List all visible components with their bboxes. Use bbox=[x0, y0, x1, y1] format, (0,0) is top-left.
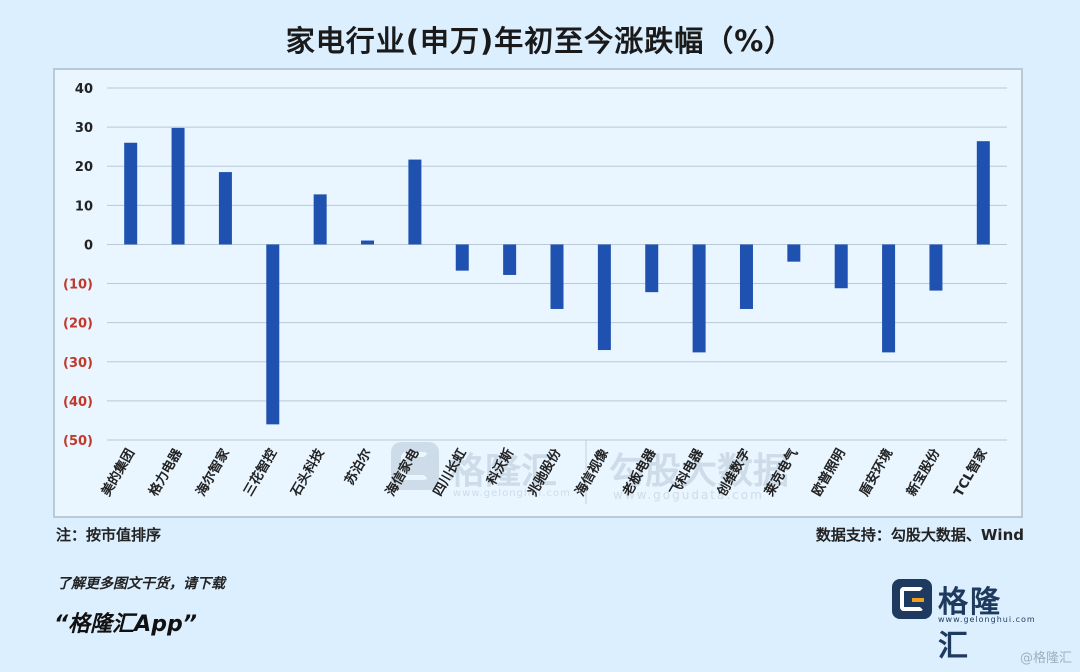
x-tick-label: 莱克电气 bbox=[761, 446, 801, 499]
x-tick-label: 创维数字 bbox=[714, 446, 754, 500]
bar-10 bbox=[597, 244, 611, 351]
watermark-separator bbox=[585, 440, 587, 504]
watermark-url-2: www.gogudata.com bbox=[613, 488, 764, 502]
y-tick-label: 40 bbox=[75, 82, 93, 97]
bar-15 bbox=[834, 244, 848, 289]
brand-name: 格隆汇 bbox=[938, 585, 1002, 664]
bar-4 bbox=[313, 194, 327, 245]
bar-0 bbox=[124, 142, 138, 245]
x-tick-label: 苏泊尔 bbox=[342, 446, 375, 488]
bar-11 bbox=[645, 244, 659, 293]
download-prompt: 了解更多图文干货，请下载 bbox=[57, 576, 225, 592]
x-tick-label: 老板电器 bbox=[619, 445, 660, 500]
bar-18 bbox=[976, 141, 990, 245]
x-tick-label: 欧普照明 bbox=[809, 446, 849, 499]
corner-watermark: @格隆汇 bbox=[1019, 651, 1072, 666]
chart-frame: 格隆汇 www.gelonghui.com 勾股大数据 www.gogudata… bbox=[53, 68, 1023, 518]
bar-3 bbox=[266, 244, 280, 425]
x-tick-label: 新宝股份 bbox=[904, 445, 944, 499]
x-tick-label: 美的集团 bbox=[98, 446, 138, 499]
y-tick-label: 30 bbox=[75, 121, 93, 136]
brand-logo: 格隆汇 www.gelonghui.com bbox=[892, 577, 1035, 664]
data-source-note: 数据支持：勾股大数据、Wind bbox=[815, 526, 1024, 544]
x-tick-label: 海信家电 bbox=[382, 446, 422, 499]
brand-url: www.gelonghui.com bbox=[938, 615, 1036, 624]
bar-2 bbox=[218, 172, 232, 245]
bar-7 bbox=[455, 244, 469, 271]
watermark-brand-1: 格隆汇 bbox=[449, 451, 558, 492]
bar-1 bbox=[171, 127, 185, 245]
x-tick-label: 三花智控 bbox=[240, 446, 280, 499]
y-tick-label: (10) bbox=[63, 278, 93, 293]
x-tick-label: 飞科电器 bbox=[667, 445, 707, 499]
bar-16 bbox=[882, 244, 896, 353]
x-tick-label: 海信视像 bbox=[572, 445, 612, 499]
bar-9 bbox=[550, 244, 564, 309]
x-tick-label: 四川长虹 bbox=[430, 446, 470, 499]
app-name: “格隆汇App” bbox=[54, 612, 197, 637]
y-tick-label: (30) bbox=[63, 356, 93, 371]
bar-5 bbox=[361, 240, 375, 245]
gelonghui-logo-icon bbox=[892, 579, 932, 619]
center-watermark: 格隆汇 www.gelonghui.com 勾股大数据 www.gogudata… bbox=[391, 440, 811, 510]
sort-note: 注：按市值排序 bbox=[56, 526, 162, 544]
x-tick-label: TCL智家 bbox=[951, 445, 992, 499]
watermark-brand-2: 勾股大数据 bbox=[609, 451, 790, 492]
y-tick-label: (40) bbox=[63, 395, 93, 410]
y-tick-label: 0 bbox=[84, 238, 93, 253]
x-tick-label: 盾安环境 bbox=[856, 446, 896, 499]
bar-17 bbox=[929, 244, 943, 291]
watermark-logo-icon bbox=[391, 442, 439, 490]
x-tick-label: 格力电器 bbox=[146, 445, 186, 499]
bar-14 bbox=[787, 244, 801, 262]
bar-chart: 40 30 20 10 0 (10) (20) (30) (40) (50) 美的集团 格力电器 海尔智… bbox=[63, 82, 1007, 500]
chart-title: 家电行业(申万)年初至今涨跌幅（%） bbox=[285, 24, 795, 58]
bar-8 bbox=[503, 244, 517, 275]
x-tick-label: 海尔智家 bbox=[193, 445, 233, 499]
y-tick-label: 10 bbox=[75, 199, 93, 214]
watermark-url-1: www.gelonghui.com bbox=[453, 488, 571, 499]
y-tick-label: 20 bbox=[75, 160, 93, 175]
x-tick-label: 兆驰股份 bbox=[525, 445, 565, 499]
x-tick-label: 科沃斯 bbox=[484, 446, 517, 488]
bar-12 bbox=[692, 244, 706, 353]
y-tick-label: (20) bbox=[63, 317, 93, 332]
bar-13 bbox=[739, 244, 753, 309]
y-tick-label: (50) bbox=[63, 434, 93, 449]
x-tick-label: 石头科技 bbox=[287, 445, 328, 500]
bar-6 bbox=[408, 159, 422, 245]
